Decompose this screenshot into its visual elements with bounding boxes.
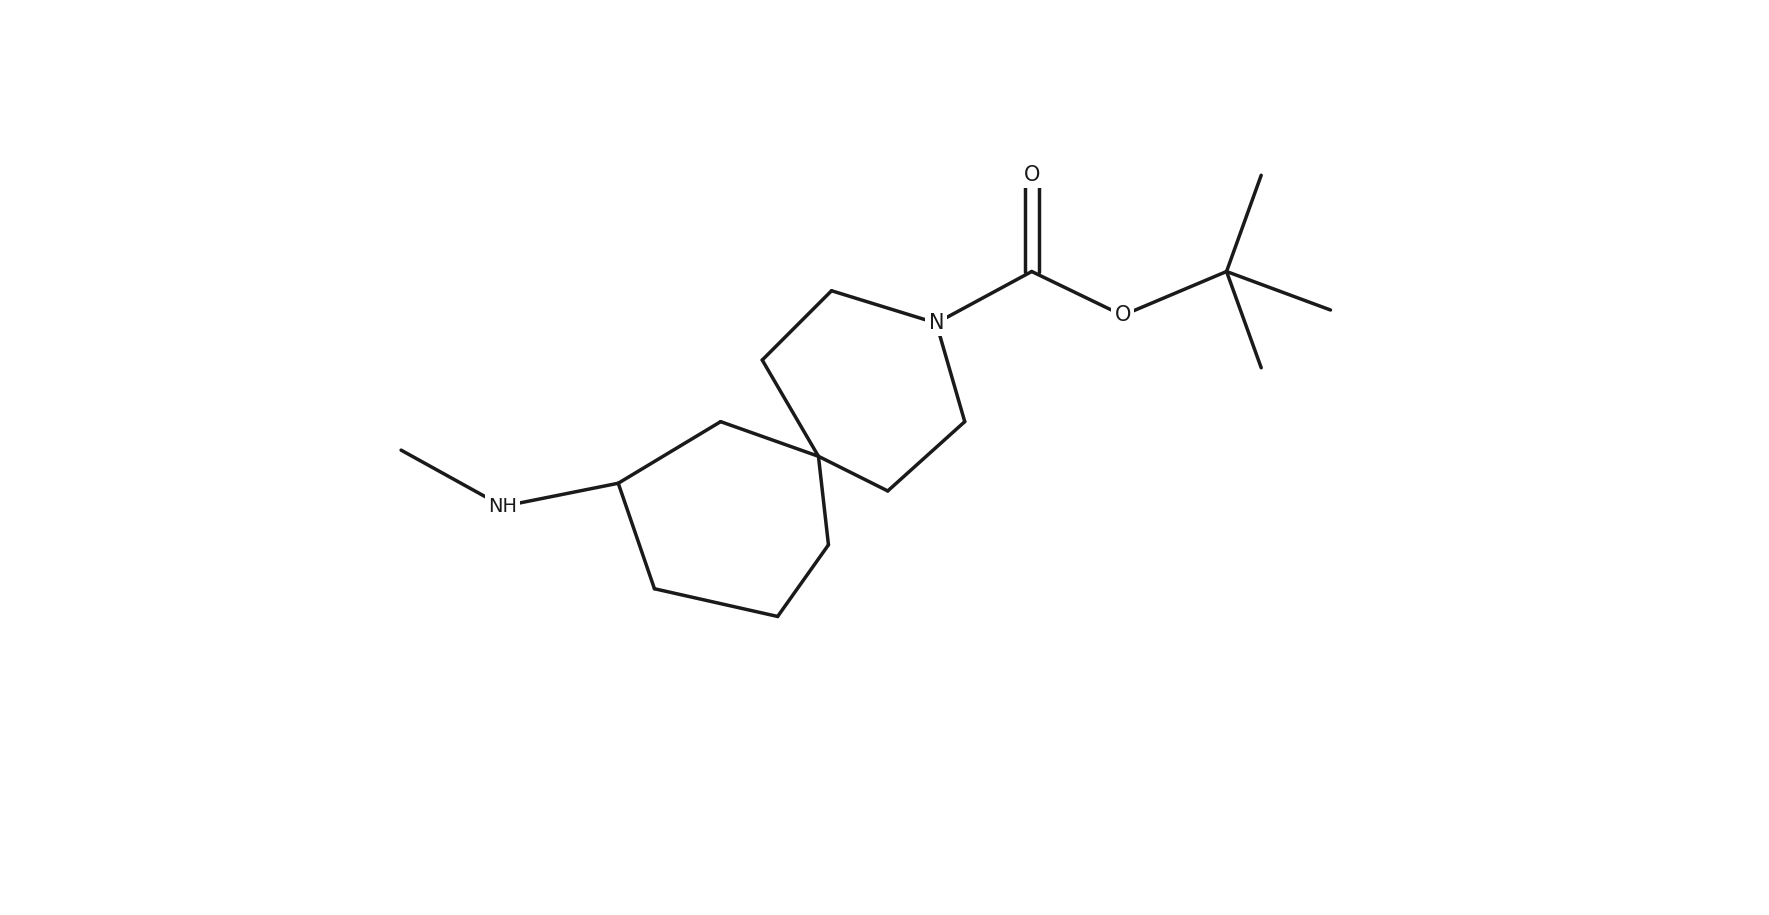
- Text: N: N: [929, 313, 945, 333]
- Text: O: O: [1114, 306, 1130, 326]
- Text: NH: NH: [488, 497, 517, 516]
- Text: O: O: [1024, 166, 1040, 185]
